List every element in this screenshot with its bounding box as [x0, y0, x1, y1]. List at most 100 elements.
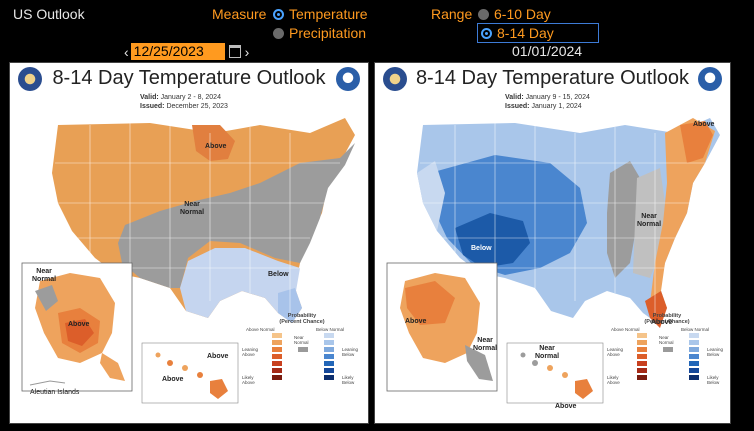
left-map-title: 8-14 Day Temperature Outlook — [52, 67, 326, 89]
prev-date-chevron-icon[interactable]: ‹ — [124, 43, 129, 60]
noaa-logo-icon — [698, 67, 722, 91]
legend-swatch — [637, 354, 647, 359]
range-8-14-label: 8-14 Day — [497, 25, 554, 41]
comparison-date: 01/01/2024 — [512, 43, 583, 59]
legend-swatch — [637, 368, 647, 373]
legend-swatch — [689, 333, 699, 338]
label-near-normal: Near Normal — [637, 213, 662, 228]
legend-swatch — [272, 354, 282, 359]
range-8-14-radio[interactable]: 8-14 Day — [477, 23, 599, 43]
legend-likely-above: Likely Above — [242, 375, 255, 385]
legend-likely-above: Likely Above — [607, 375, 620, 385]
legend-above-swatches — [637, 333, 647, 380]
measure-precipitation-label: Precipitation — [289, 25, 367, 41]
right-map-meta: Valid: January 9 - 15, 2024 Issued: Janu… — [505, 93, 590, 111]
left-probability-legend: Probability (Percent Chance) Above Norma… — [238, 313, 366, 421]
legend-leaning-below: Leaning Below — [342, 347, 359, 357]
legend-swatch — [324, 361, 334, 366]
legend-swatch — [324, 340, 334, 345]
range-6-10-label: 6-10 Day — [494, 6, 551, 22]
legend-swatch — [663, 347, 673, 352]
label-aleutian-islands: Aleutian Islands — [30, 389, 80, 396]
right-probability-legend: Probability (Percent Chance) Above Norma… — [603, 313, 730, 421]
left-map-graphic — [21, 118, 355, 404]
legend-swatch — [637, 375, 647, 380]
noaa-logo-icon — [336, 67, 360, 91]
valid-dates: January 9 - 15, 2024 — [525, 94, 590, 101]
label-ak-above: Above — [405, 318, 427, 325]
radio-selected-icon — [481, 27, 492, 39]
radio-unselected-icon — [478, 8, 489, 20]
legend-near-swatch — [298, 347, 308, 352]
legend-above-header: Above Normal — [611, 327, 640, 332]
issued-label: Issued: — [140, 103, 165, 110]
legend-swatch — [637, 340, 647, 345]
legend-near-swatch — [663, 347, 673, 352]
legend-swatch — [637, 333, 647, 338]
legend-swatch — [272, 361, 282, 366]
label-near-normal: Near Normal — [180, 201, 205, 216]
label-above-great-lakes: Above — [205, 143, 227, 150]
legend-title: Probability (Percent Chance) — [279, 313, 325, 325]
legend-swatch — [298, 347, 308, 352]
valid-dates: January 2 - 8, 2024 — [160, 94, 221, 101]
legend-swatch — [689, 375, 699, 380]
right-map-title: 8-14 Day Temperature Outlook — [415, 67, 690, 89]
range-6-10-radio[interactable]: 6-10 Day — [478, 6, 551, 22]
label-ak-near-normal: Near Normal — [32, 268, 57, 283]
label-ak-above: Above — [68, 321, 90, 328]
legend-swatch — [324, 333, 334, 338]
legend-swatch — [272, 347, 282, 352]
legend-swatch — [324, 354, 334, 359]
legend-swatch — [272, 368, 282, 373]
measure-precipitation-radio[interactable]: Precipitation — [273, 25, 366, 41]
legend-swatch — [324, 347, 334, 352]
label-above-florida: Above — [651, 319, 673, 326]
date-input[interactable]: 12/25/2023 — [130, 43, 225, 60]
left-map-meta: Valid: January 2 - 8, 2024 Issued: Decem… — [140, 93, 228, 111]
issued-date: December 25, 2023 — [166, 103, 228, 110]
issued-label: Issued: — [505, 103, 530, 110]
label-hi-above-2: Above — [162, 376, 184, 383]
label-hi-near-normal: Near Normal — [535, 345, 560, 360]
legend-title: Probability (Percent Chance) — [644, 313, 690, 325]
legend-swatch — [637, 361, 647, 366]
measure-label: Measure — [212, 6, 267, 22]
label-ak-near-normal: Near Normal — [473, 337, 498, 352]
measure-temperature-label: Temperature — [289, 6, 368, 22]
legend-below-swatches — [689, 333, 699, 380]
legend-near-normal: Near Normal — [659, 335, 674, 345]
doc-seal-logo-icon — [383, 67, 407, 91]
legend-swatch — [689, 354, 699, 359]
radio-selected-icon — [273, 8, 284, 20]
issued-date: January 1, 2024 — [531, 103, 582, 110]
measure-temperature-radio[interactable]: Temperature — [273, 6, 368, 22]
legend-swatch — [689, 340, 699, 345]
legend-likely-below: Likely Below — [707, 375, 720, 385]
label-below: Below — [471, 245, 492, 252]
valid-label: Valid: — [505, 94, 524, 101]
legend-leaning-below: Leaning Below — [707, 347, 724, 357]
label-below: Below — [268, 271, 289, 278]
legend-above-swatches — [272, 333, 282, 380]
next-date-chevron-icon[interactable]: › — [244, 43, 250, 60]
legend-below-header: Below Normal — [316, 327, 345, 332]
legend-near-normal: Near Normal — [294, 335, 309, 345]
doc-seal-logo-icon — [18, 67, 42, 91]
legend-swatch — [272, 340, 282, 345]
app-title: US Outlook — [13, 6, 85, 22]
label-above-northeast: Above — [693, 121, 715, 128]
legend-swatch — [272, 333, 282, 338]
range-label: Range — [431, 6, 473, 22]
calendar-icon[interactable] — [228, 45, 241, 58]
label-hi-above: Above — [555, 403, 577, 410]
legend-swatch — [689, 347, 699, 352]
legend-swatch — [637, 347, 647, 352]
label-hi-above-1: Above — [207, 353, 229, 360]
legend-swatch — [324, 368, 334, 373]
legend-above-header: Above Normal — [246, 327, 275, 332]
right-outlook-map: 8-14 Day Temperature Outlook Valid: Janu… — [374, 62, 731, 424]
radio-unselected-icon — [273, 27, 284, 39]
legend-likely-below: Likely Below — [342, 375, 355, 385]
legend-leaning-above: Leaning Above — [607, 347, 624, 357]
